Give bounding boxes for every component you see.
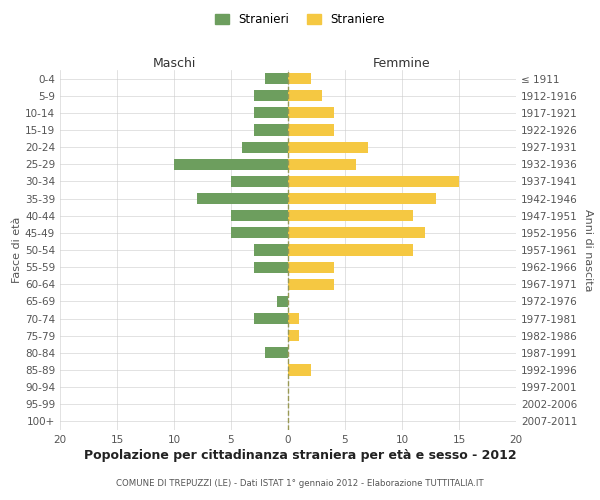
- Bar: [197, 193, 288, 204]
- Bar: [265, 348, 288, 358]
- Bar: [288, 244, 413, 256]
- Bar: [288, 364, 311, 376]
- Bar: [242, 142, 288, 152]
- Bar: [288, 262, 334, 272]
- Y-axis label: Anni di nascita: Anni di nascita: [583, 209, 593, 291]
- Bar: [288, 330, 299, 342]
- Bar: [288, 228, 425, 238]
- Bar: [288, 193, 436, 204]
- Bar: [254, 244, 288, 256]
- Text: Femmine: Femmine: [373, 57, 431, 70]
- Bar: [277, 296, 288, 307]
- Legend: Stranieri, Straniere: Stranieri, Straniere: [210, 8, 390, 31]
- Bar: [288, 210, 413, 222]
- Bar: [288, 124, 334, 136]
- Bar: [288, 73, 311, 84]
- Bar: [231, 210, 288, 222]
- Text: Popolazione per cittadinanza straniera per età e sesso - 2012: Popolazione per cittadinanza straniera p…: [83, 450, 517, 462]
- Bar: [265, 73, 288, 84]
- Y-axis label: Fasce di età: Fasce di età: [12, 217, 22, 283]
- Bar: [288, 176, 459, 187]
- Bar: [288, 313, 299, 324]
- Bar: [231, 228, 288, 238]
- Bar: [288, 158, 356, 170]
- Bar: [254, 124, 288, 136]
- Bar: [288, 90, 322, 102]
- Text: Maschi: Maschi: [152, 57, 196, 70]
- Bar: [254, 262, 288, 272]
- Bar: [254, 108, 288, 118]
- Bar: [174, 158, 288, 170]
- Bar: [288, 108, 334, 118]
- Bar: [288, 278, 334, 290]
- Bar: [231, 176, 288, 187]
- Bar: [254, 313, 288, 324]
- Bar: [254, 90, 288, 102]
- Bar: [288, 142, 368, 152]
- Text: COMUNE DI TREPUZZI (LE) - Dati ISTAT 1° gennaio 2012 - Elaborazione TUTTITALIA.I: COMUNE DI TREPUZZI (LE) - Dati ISTAT 1° …: [116, 478, 484, 488]
